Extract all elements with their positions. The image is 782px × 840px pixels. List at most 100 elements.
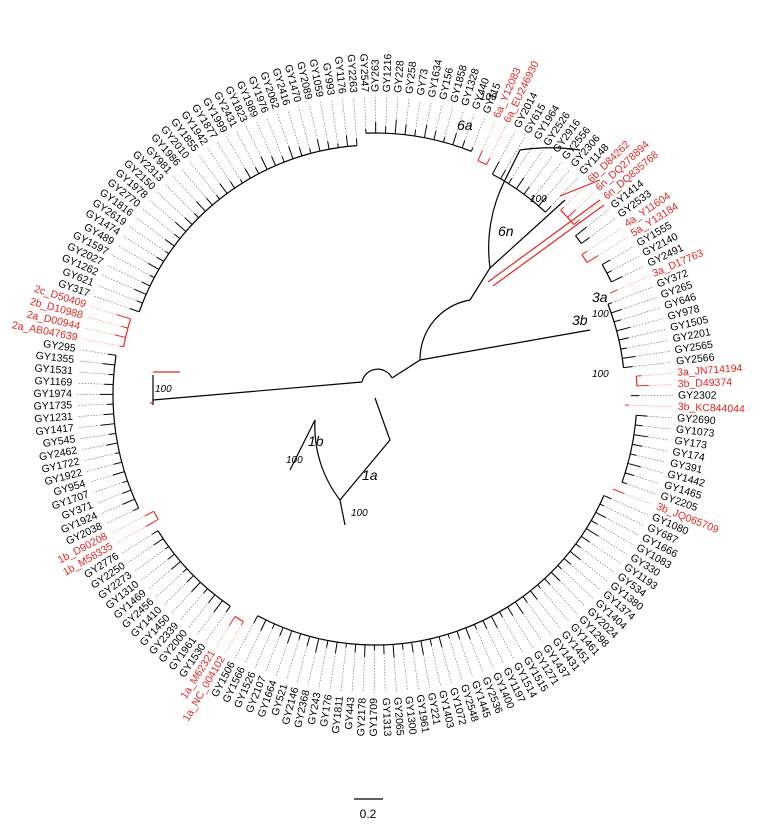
leaf-connector — [208, 148, 230, 181]
leaf-connector — [460, 639, 473, 677]
leaf-branch — [524, 187, 529, 194]
leaf-connector — [513, 615, 533, 647]
leaf-connector — [604, 506, 644, 525]
leaf-branch — [393, 644, 394, 657]
leaf-connector — [216, 626, 229, 647]
leaf-connector — [587, 210, 609, 227]
leaf-connector — [581, 548, 615, 573]
leaf-branch — [214, 601, 222, 612]
leaf-connector — [165, 184, 195, 214]
leaf-connector — [612, 287, 653, 303]
leaf-branch — [402, 643, 403, 649]
leaf-connector — [636, 455, 665, 462]
leaf-branch — [142, 282, 150, 286]
leaf-connector — [180, 593, 204, 620]
leaf-branch — [152, 531, 158, 535]
leaf-branch — [197, 202, 206, 212]
leaf-connector — [527, 602, 551, 635]
leaf-connector — [112, 255, 150, 275]
leaf-branch — [148, 263, 158, 269]
leaf-branch — [261, 620, 266, 631]
leaf-connector — [297, 646, 307, 683]
leaf-branch — [154, 539, 163, 545]
leaf-connector — [550, 585, 577, 614]
leaf-branch — [165, 251, 168, 253]
leaf-connector — [90, 475, 113, 482]
leaf-connector — [319, 647, 327, 687]
leaf-connector — [288, 110, 299, 147]
leaf-connector — [308, 652, 316, 685]
leaf-branch — [226, 606, 230, 612]
leaf-branch — [395, 120, 396, 134]
leaf-connector — [164, 582, 187, 605]
leaf-branch — [109, 433, 116, 434]
leaf-branch — [466, 628, 470, 639]
leaf-branch — [338, 144, 339, 148]
leaf-connector — [416, 100, 421, 130]
branch-upper — [392, 300, 470, 378]
group-arc — [258, 496, 604, 645]
leaf-branch — [614, 320, 621, 322]
leaf-connector — [353, 98, 356, 139]
leaf-connector — [257, 122, 272, 157]
group-arc — [478, 161, 487, 165]
leaf-connector — [84, 454, 115, 461]
clade-label: 3b — [572, 312, 588, 328]
leaf-connector — [589, 219, 615, 238]
leaf-branch — [289, 147, 293, 159]
leaf-connector — [245, 631, 261, 663]
leaf-branch — [430, 639, 432, 646]
leaf-connector — [403, 649, 408, 691]
leaf-connector — [406, 99, 409, 125]
group-arc — [636, 376, 637, 386]
leaf-branch — [581, 238, 589, 244]
leaf-connector — [470, 639, 483, 673]
leaf-branch — [523, 597, 527, 603]
leaf-connector — [77, 404, 107, 405]
leaf-connector — [342, 99, 346, 136]
leaf-connector — [87, 464, 114, 471]
leaf-branch — [121, 326, 128, 328]
leaf-branch — [137, 301, 143, 303]
leaf-branch — [307, 636, 310, 646]
leaf-branch — [346, 136, 347, 147]
leaf-connector — [529, 156, 552, 187]
leaf-branch — [621, 348, 627, 349]
group-arc — [139, 146, 357, 312]
leaf-connector — [445, 107, 453, 137]
leaf-branch — [272, 156, 276, 165]
leaf-connector — [352, 652, 355, 692]
leaf-connector — [173, 176, 197, 202]
leaf-branch — [165, 239, 174, 246]
leaf-connector — [487, 629, 504, 664]
leaf-connector — [135, 549, 166, 571]
leaf-connector — [624, 494, 652, 505]
leaf-connector — [277, 113, 288, 146]
leaf-connector — [627, 484, 656, 494]
root-arc — [362, 369, 392, 382]
leaf-connector — [276, 643, 288, 676]
leaf-connector — [634, 476, 660, 484]
leaf-connector — [621, 308, 660, 320]
group-arc — [154, 511, 159, 519]
leaf-branch — [108, 354, 116, 355]
leaf-label: GY263 — [370, 59, 382, 92]
leaf-branch — [581, 536, 589, 542]
leaf-branch — [604, 496, 611, 499]
leaf-branch — [229, 616, 235, 625]
leaf-branch — [327, 641, 328, 648]
leaf-branch — [122, 490, 130, 493]
clade-label: 1b — [308, 433, 324, 449]
leaf-branch — [123, 499, 135, 504]
leaf-connector — [265, 636, 279, 672]
leaf-branch — [471, 148, 472, 152]
leaf-connector — [551, 177, 578, 206]
leaf-connector — [506, 137, 525, 170]
group-arc — [582, 255, 587, 263]
leaf-branch — [622, 356, 635, 358]
leaf-branch — [103, 364, 115, 365]
leaf-connector — [217, 142, 240, 179]
leaf-connector — [432, 646, 441, 686]
leaf-branch — [310, 149, 311, 154]
